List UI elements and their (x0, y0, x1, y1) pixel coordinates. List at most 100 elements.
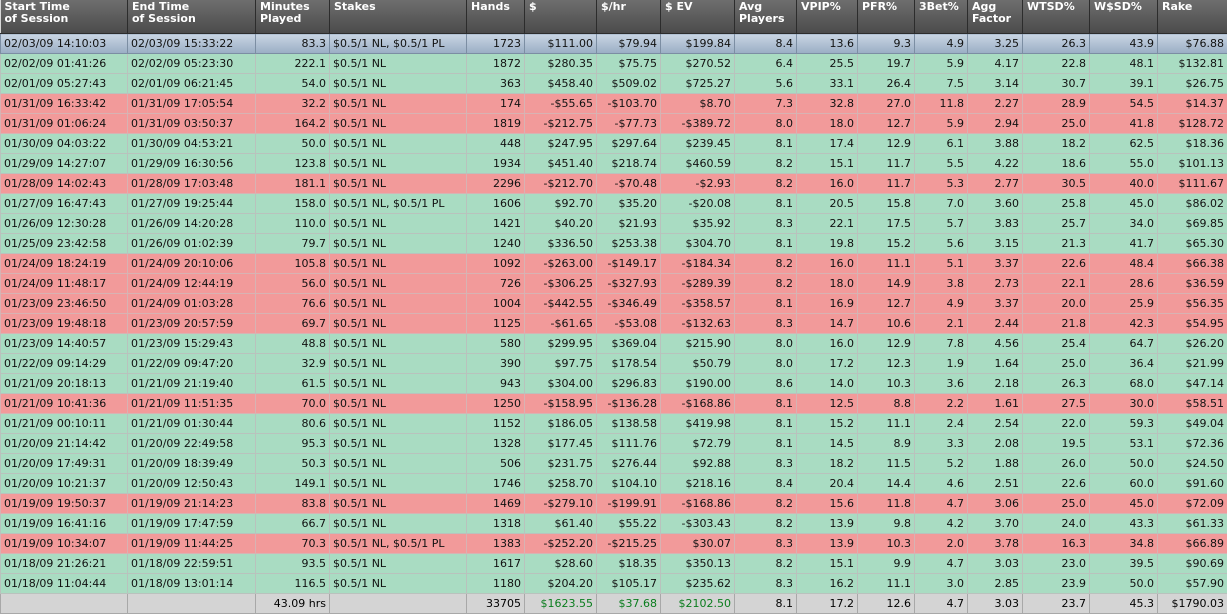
cell-stakes: $0.5/1 NL (329, 313, 467, 334)
column-header-vpip[interactable]: VPIP% (796, 0, 858, 34)
cell-pfr: 9.8 (857, 513, 915, 534)
cell-pfr: 9.3 (857, 33, 915, 54)
cell-minutes-played: 116.5 (255, 573, 330, 594)
table-row[interactable]: 01/19/09 16:41:16 01/19/09 17:47:59 66.7 $0… (0, 513, 1227, 534)
table-row[interactable]: 01/20/09 21:14:42 01/20/09 22:49:58 95.3 $0… (0, 433, 1227, 454)
table-row[interactable]: 01/23/09 19:48:18 01/23/09 20:57:59 69.7 $0… (0, 313, 1227, 334)
cell-dollars-per-hour: $297.64 (596, 133, 661, 154)
cell-minutes-played: 56.0 (255, 273, 330, 294)
table-row[interactable]: 01/28/09 14:02:43 01/28/09 17:03:48 181.1 $… (0, 173, 1227, 194)
table-row[interactable]: 01/22/09 09:14:29 01/22/09 09:47:20 32.9 $0… (0, 353, 1227, 374)
cell-avg-players: 8.1 (734, 433, 797, 454)
column-header-start-time[interactable]: Start Time of Session (0, 0, 128, 34)
column-header-three-bet[interactable]: 3Bet% (914, 0, 968, 34)
column-header-rake[interactable]: Rake (1157, 0, 1227, 34)
cell-start-time: 01/23/09 19:48:18 (0, 313, 128, 334)
column-header-end-time[interactable]: End Time of Session (127, 0, 256, 34)
cell-three-bet: 4.7 (914, 553, 968, 574)
table-row[interactable]: 02/01/09 05:27:43 02/01/09 06:21:45 54.0 $0… (0, 73, 1227, 94)
table-row[interactable]: 01/31/09 16:33:42 01/31/09 17:05:54 32.2 $0… (0, 93, 1227, 114)
table-row[interactable]: 01/29/09 14:27:07 01/29/09 16:30:56 123.8 $… (0, 153, 1227, 174)
cell-minutes-played: 83.8 (255, 493, 330, 514)
cell-hands: 1421 (466, 213, 525, 234)
table-row[interactable]: 01/18/09 21:26:21 01/18/09 22:59:51 93.5 $0… (0, 553, 1227, 574)
cell-rake: $90.69 (1157, 553, 1227, 574)
cell-dollars: $186.05 (524, 413, 597, 434)
table-row[interactable]: 01/21/09 10:41:36 01/21/09 11:51:35 70.0 $0… (0, 393, 1227, 414)
cell-minutes-played: 61.5 (255, 373, 330, 394)
cell-agg-factor: 3.60 (967, 193, 1023, 214)
cell-wtsd: 18.6 (1022, 153, 1090, 174)
column-header-hands[interactable]: Hands (466, 0, 525, 34)
column-header-wsd[interactable]: W$SD% (1089, 0, 1158, 34)
cell-start-time: 01/28/09 14:02:43 (0, 173, 128, 194)
cell-avg-players: 8.2 (734, 553, 797, 574)
column-header-dollars-per-hour[interactable]: $/hr (596, 0, 661, 34)
column-header-dollars-ev[interactable]: $ EV (660, 0, 735, 34)
column-header-avg-players[interactable]: Avg Players (734, 0, 797, 34)
cell-dollars: -$158.95 (524, 393, 597, 414)
table-row[interactable]: 01/30/09 04:03:22 01/30/09 04:53:21 50.0 $0… (0, 133, 1227, 154)
table-row[interactable]: 01/27/09 16:47:43 01/27/09 19:25:44 158.0 $… (0, 193, 1227, 214)
table-row[interactable]: 01/20/09 10:21:37 01/20/09 12:50:43 149.1 $… (0, 473, 1227, 494)
cell-end-time: 01/26/09 01:02:39 (127, 233, 256, 254)
total-dollars: $1623.55 (524, 593, 597, 614)
cell-hands: 1180 (466, 573, 525, 594)
cell-agg-factor: 3.06 (967, 493, 1023, 514)
cell-pfr: 11.7 (857, 173, 915, 194)
cell-rake: $56.35 (1157, 293, 1227, 314)
cell-dollars: $299.95 (524, 333, 597, 354)
cell-rake: $36.59 (1157, 273, 1227, 294)
table-row[interactable]: 01/19/09 19:50:37 01/19/09 21:14:23 83.8 $0… (0, 493, 1227, 514)
cell-agg-factor: 4.22 (967, 153, 1023, 174)
table-row[interactable]: 01/21/09 00:10:11 01/21/09 01:30:44 80.6 $0… (0, 413, 1227, 434)
table-row[interactable]: 01/20/09 17:49:31 01/20/09 18:39:49 50.3 $0… (0, 453, 1227, 474)
cell-dollars-ev: $218.16 (660, 473, 735, 494)
table-row[interactable]: 01/31/09 01:06:24 01/31/09 03:50:37 164.2 $… (0, 113, 1227, 134)
table-row[interactable]: 02/02/09 01:41:26 02/02/09 05:23:30 222.1 $… (0, 53, 1227, 74)
cell-dollars-ev: $190.00 (660, 373, 735, 394)
table-row[interactable]: 01/23/09 23:46:50 01/24/09 01:03:28 76.6 $0… (0, 293, 1227, 314)
table-row[interactable]: 01/23/09 14:40:57 01/23/09 15:29:43 48.8 $0… (0, 333, 1227, 354)
cell-agg-factor: 3.03 (967, 553, 1023, 574)
total-three-bet: 4.7 (914, 593, 968, 614)
cell-three-bet: 3.0 (914, 573, 968, 594)
column-header-wtsd[interactable]: WTSD% (1022, 0, 1090, 34)
cell-rake: $47.14 (1157, 373, 1227, 394)
column-header-minutes-played[interactable]: Minutes Played (255, 0, 330, 34)
table-row[interactable]: 02/03/09 14:10:03 02/03/09 15:33:22 83.3 $0… (0, 33, 1227, 54)
cell-minutes-played: 66.7 (255, 513, 330, 534)
table-row[interactable]: 01/18/09 11:04:44 01/18/09 13:01:14 116.5 $… (0, 573, 1227, 594)
cell-avg-players: 8.0 (734, 353, 797, 374)
cell-avg-players: 6.4 (734, 53, 797, 74)
cell-vpip: 16.9 (796, 293, 858, 314)
column-header-dollars[interactable]: $ (524, 0, 597, 34)
cell-dollars: $304.00 (524, 373, 597, 394)
cell-wtsd: 20.0 (1022, 293, 1090, 314)
cell-wsd: 48.4 (1089, 253, 1158, 274)
cell-dollars-per-hour: $79.94 (596, 33, 661, 54)
column-header-stakes[interactable]: Stakes (329, 0, 467, 34)
cell-pfr: 12.7 (857, 113, 915, 134)
cell-rake: $72.09 (1157, 493, 1227, 514)
cell-dollars-per-hour: -$77.73 (596, 113, 661, 134)
cell-agg-factor: 2.77 (967, 173, 1023, 194)
cell-minutes-played: 110.0 (255, 213, 330, 234)
table-row[interactable]: 01/21/09 20:18:13 01/21/09 21:19:40 61.5 $0… (0, 373, 1227, 394)
table-row[interactable]: 01/25/09 23:42:58 01/26/09 01:02:39 79.7 $0… (0, 233, 1227, 254)
cell-stakes: $0.5/1 NL (329, 513, 467, 534)
table-row[interactable]: 01/24/09 11:48:17 01/24/09 12:44:19 56.0 $0… (0, 273, 1227, 294)
cell-wtsd: 18.2 (1022, 133, 1090, 154)
column-header-pfr[interactable]: PFR% (857, 0, 915, 34)
column-header-agg-factor[interactable]: Agg Factor (967, 0, 1023, 34)
total-wsd: 45.3 (1089, 593, 1158, 614)
cell-pfr: 8.9 (857, 433, 915, 454)
cell-rake: $101.13 (1157, 153, 1227, 174)
cell-wsd: 60.0 (1089, 473, 1158, 494)
table-row[interactable]: 01/19/09 10:34:07 01/19/09 11:44:25 70.3 $0… (0, 533, 1227, 554)
table-row[interactable]: 01/26/09 12:30:28 01/26/09 14:20:28 110.0 $… (0, 213, 1227, 234)
cell-hands: 943 (466, 373, 525, 394)
table-row[interactable]: 01/24/09 18:24:19 01/24/09 20:10:06 105.8 $… (0, 253, 1227, 274)
cell-stakes: $0.5/1 NL, $0.5/1 PL (329, 193, 467, 214)
cell-wsd: 39.1 (1089, 73, 1158, 94)
